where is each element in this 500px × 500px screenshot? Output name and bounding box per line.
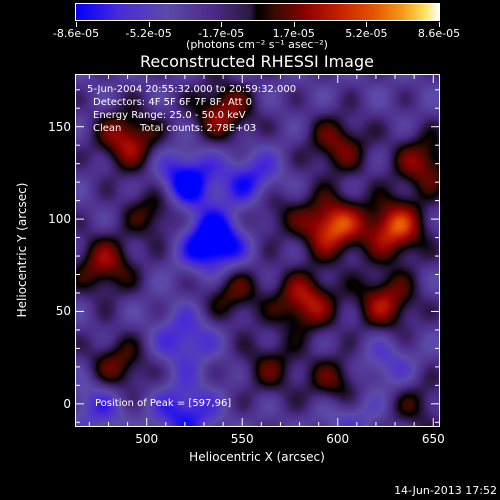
colorbar-tick-label: 1.7e-05 [272, 27, 315, 40]
colorbar-tick [148, 22, 150, 27]
y-tick-label: 50 [55, 304, 71, 319]
x-tick-label: 500 [135, 432, 159, 446]
colorbar-tick-label: -1.7e-05 [198, 27, 245, 40]
y-axis-label: Heliocentric Y (arcsec) [15, 182, 29, 318]
y-tick-label: 150 [48, 119, 71, 134]
colorbar-tick-label: -5.2e-05 [125, 27, 172, 40]
heatmap-image [76, 75, 439, 426]
colorbar-tick [76, 22, 77, 27]
colorbar-tick-label: 5.2e-05 [345, 27, 388, 40]
y-tick-label: 0 [63, 396, 71, 411]
annotation-total-counts: Total counts: 2.78E+03 [140, 123, 257, 134]
x-tick-label: 650 [421, 432, 445, 446]
colorbar-tick-label: -8.6e-05 [52, 27, 100, 40]
annotation-clean: Clean [93, 123, 122, 134]
plot-frame [75, 74, 440, 427]
colorbar-tick [293, 22, 295, 27]
annotation-time-range: 5-Jun-2004 20:55:32.000 to 20:59:32.000 [87, 84, 297, 95]
annotation-detectors: Detectors: 4F 5F 6F 7F 8F, Att 0 [93, 97, 253, 108]
colorbar-tick [439, 22, 440, 27]
colorbar [75, 3, 440, 21]
colorbar-tick [221, 22, 223, 27]
timestamp: 14-Jun-2013 17:52 [394, 484, 497, 497]
x-tick-label: 600 [326, 432, 350, 446]
y-tick-label: 100 [48, 212, 71, 227]
colorbar-tick-label: 8.6e-05 [417, 27, 461, 40]
x-tick-label: 550 [230, 432, 254, 446]
chart-title: Reconstructed RHESSI Image [140, 52, 374, 71]
x-axis-label: Heliocentric X (arcsec) [189, 450, 325, 464]
colorbar-tick [366, 22, 368, 27]
colorbar-units: (photons cm⁻² s⁻¹ asec⁻²) [186, 38, 328, 51]
annotation-energy: Energy Range: 25.0 - 50.0 keV [93, 110, 246, 121]
annotation-peak-position: Position of Peak = [597,96] [95, 398, 232, 409]
